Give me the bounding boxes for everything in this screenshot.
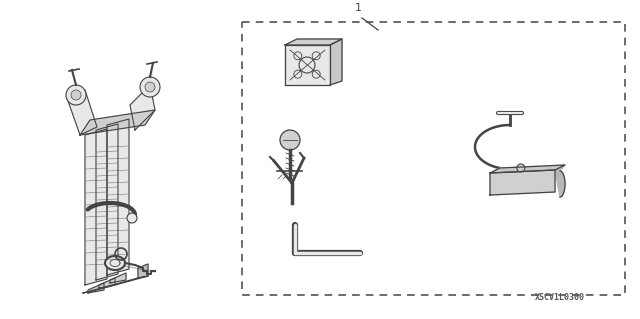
Text: XSCV1L0300: XSCV1L0300: [535, 293, 585, 302]
Polygon shape: [138, 264, 148, 278]
Polygon shape: [107, 119, 129, 275]
Circle shape: [140, 77, 160, 97]
Polygon shape: [285, 45, 330, 85]
Polygon shape: [490, 170, 555, 195]
Text: 1: 1: [355, 3, 362, 13]
Polygon shape: [555, 165, 565, 197]
Circle shape: [71, 90, 81, 100]
Polygon shape: [88, 283, 104, 293]
Polygon shape: [85, 129, 107, 285]
Circle shape: [145, 82, 155, 92]
Polygon shape: [80, 110, 155, 135]
Polygon shape: [83, 276, 148, 293]
Polygon shape: [67, 90, 97, 135]
Polygon shape: [285, 39, 342, 45]
Circle shape: [66, 85, 86, 105]
Polygon shape: [490, 165, 565, 173]
Polygon shape: [130, 85, 155, 130]
Polygon shape: [110, 273, 126, 283]
Polygon shape: [105, 256, 125, 270]
Polygon shape: [96, 124, 118, 280]
Circle shape: [127, 213, 137, 223]
Polygon shape: [330, 39, 342, 85]
Polygon shape: [99, 278, 115, 288]
Circle shape: [517, 164, 525, 172]
Circle shape: [280, 130, 300, 150]
